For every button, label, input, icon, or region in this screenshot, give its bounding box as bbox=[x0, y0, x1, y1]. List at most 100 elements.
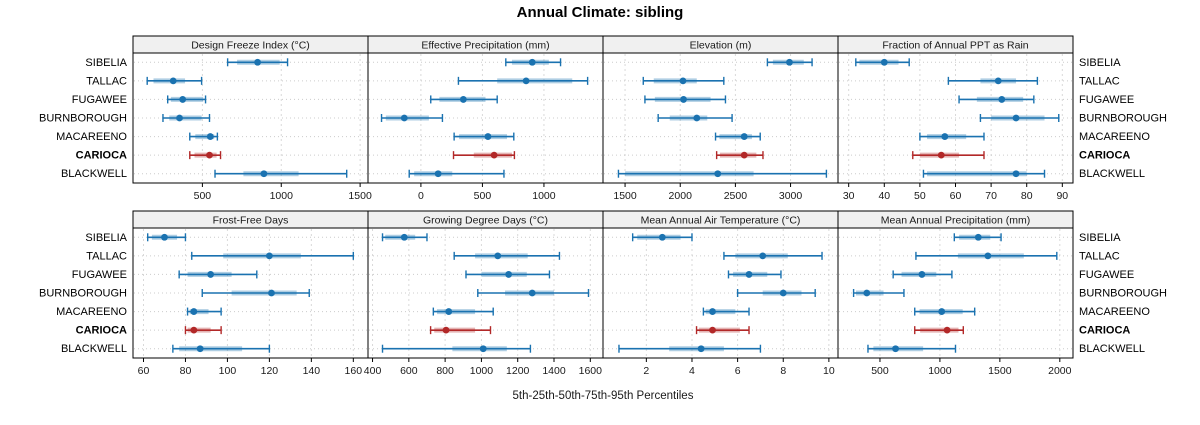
percentile-row-burnborough bbox=[657, 114, 733, 122]
median-dot bbox=[490, 151, 498, 159]
axis-tick-label: 1000 bbox=[270, 190, 294, 202]
panel-effective-precipitation-mm-: Effective Precipitation (mm) 0 500 1000 bbox=[367, 35, 604, 202]
median-dot bbox=[938, 308, 946, 315]
median-dot bbox=[709, 308, 716, 315]
axis-tick-label: 1600 bbox=[579, 365, 603, 377]
percentile-row-sibelia bbox=[855, 58, 910, 67]
median-dot bbox=[169, 77, 177, 85]
panel-header-label: Effective Precipitation (mm) bbox=[421, 40, 549, 52]
axis-tick-label: 1000 bbox=[928, 365, 952, 377]
percentile-row-carioca bbox=[452, 151, 516, 160]
median-dot bbox=[522, 77, 530, 85]
median-dot bbox=[434, 170, 442, 178]
percentile-row-macareeno bbox=[453, 132, 515, 141]
median-dot bbox=[207, 271, 215, 278]
axis-tick-label: 30 bbox=[843, 190, 855, 202]
category-label-left: MACAREENO bbox=[56, 306, 127, 318]
axis-tick-label: 2 bbox=[643, 365, 649, 377]
category-label-right: MACAREENO bbox=[1079, 131, 1150, 143]
percentile-row-carioca bbox=[429, 326, 492, 335]
percentile-row-tallac bbox=[642, 76, 725, 85]
axis-tick-label: 140 bbox=[303, 365, 321, 377]
median-dot bbox=[680, 96, 687, 103]
median-dot bbox=[190, 308, 198, 315]
percentile-row-fugawee bbox=[727, 270, 782, 279]
figure-title: Annual Climate: sibling bbox=[516, 4, 684, 21]
axis-tick-label: 6 bbox=[735, 365, 741, 377]
percentile-row-fugawee bbox=[166, 95, 207, 104]
percentile-row-sibelia bbox=[953, 233, 1002, 242]
percentile-row-carioca bbox=[184, 326, 222, 335]
axis-tick-label: 1500 bbox=[348, 190, 372, 202]
percentile-row-carioca bbox=[912, 151, 985, 160]
percentile-row-burnborough bbox=[477, 289, 590, 297]
median-dot bbox=[1012, 170, 1020, 178]
percentile-row-sibelia bbox=[631, 233, 693, 242]
category-label-left: BLACKWELL bbox=[61, 343, 127, 355]
axis-tick-label: 40 bbox=[878, 190, 890, 202]
axis-tick-label: 400 bbox=[364, 365, 382, 377]
percentile-row-carioca bbox=[189, 151, 222, 160]
median-dot bbox=[740, 151, 748, 159]
panel-header-label: Growing Degree Days (°C) bbox=[423, 215, 548, 227]
percentile-row-carioca bbox=[695, 326, 750, 335]
axis-tick-label: 60 bbox=[950, 190, 962, 202]
axis-tick-label: 1400 bbox=[542, 365, 566, 377]
median-dot bbox=[892, 345, 899, 353]
category-label-right: SIBELIA bbox=[1079, 232, 1121, 244]
axis-tick-label: 80 bbox=[180, 365, 192, 377]
median-dot bbox=[759, 252, 767, 260]
axis-tick-label: 1200 bbox=[506, 365, 530, 377]
median-dot bbox=[714, 170, 722, 178]
category-label-right: SIBELIA bbox=[1079, 57, 1121, 69]
axis-tick-label: 800 bbox=[436, 365, 454, 377]
category-label-left: FUGAWEE bbox=[72, 94, 127, 106]
percentile-row-tallac bbox=[947, 76, 1039, 85]
median-dot bbox=[994, 77, 1002, 85]
median-dot bbox=[161, 233, 168, 241]
axis-tick-label: 90 bbox=[1056, 190, 1068, 202]
percentile-row-burnborough bbox=[162, 114, 211, 122]
percentile-row-carioca bbox=[715, 151, 764, 160]
percentile-row-tallac bbox=[453, 251, 561, 260]
axis-tick-label: 600 bbox=[400, 365, 418, 377]
median-dot bbox=[658, 233, 666, 241]
category-label-right: BLACKWELL bbox=[1079, 168, 1145, 180]
category-label-right: TALLAC bbox=[1079, 250, 1120, 262]
median-dot bbox=[863, 289, 871, 297]
percentile-row-sibelia bbox=[766, 58, 813, 67]
median-dot bbox=[679, 77, 687, 85]
median-dot bbox=[479, 345, 487, 353]
axis-tick-label: 2500 bbox=[724, 190, 748, 202]
percentile-row-macareeno bbox=[714, 132, 761, 141]
category-label-left: FUGAWEE bbox=[72, 269, 127, 281]
percentile-row-tallac bbox=[146, 76, 203, 85]
median-dot bbox=[697, 345, 705, 353]
percentile-row-tallac bbox=[915, 251, 1058, 260]
percentile-row-fugawee bbox=[178, 270, 258, 279]
category-label-right: MACAREENO bbox=[1079, 306, 1150, 318]
percentile-caption: 5th-25th-50th-75th-95th Percentiles bbox=[512, 390, 694, 402]
axis-tick-label: 100 bbox=[219, 365, 237, 377]
axis-tick-label: 3000 bbox=[779, 190, 803, 202]
percentile-row-blackwell bbox=[867, 344, 957, 353]
percentile-row-burnborough bbox=[201, 289, 310, 297]
median-dot bbox=[943, 326, 951, 334]
percentile-row-burnborough bbox=[380, 114, 444, 122]
axis-tick-label: 1000 bbox=[532, 190, 556, 202]
category-label-right: BLACKWELL bbox=[1079, 343, 1145, 355]
percentile-row-blackwell bbox=[408, 169, 505, 178]
median-dot bbox=[268, 289, 275, 297]
percentile-row-fugawee bbox=[892, 270, 953, 279]
median-dot bbox=[442, 326, 450, 334]
median-dot bbox=[974, 233, 982, 241]
percentile-row-macareeno bbox=[914, 307, 976, 316]
percentile-row-fugawee bbox=[644, 95, 727, 104]
category-label-left: BURNBOROUGH bbox=[39, 288, 127, 300]
median-dot bbox=[693, 114, 701, 122]
axis-tick-label: 1500 bbox=[988, 365, 1012, 377]
median-dot bbox=[941, 133, 949, 140]
percentile-row-tallac bbox=[457, 76, 589, 85]
category-label-right: FUGAWEE bbox=[1079, 94, 1134, 106]
median-dot bbox=[709, 326, 716, 334]
